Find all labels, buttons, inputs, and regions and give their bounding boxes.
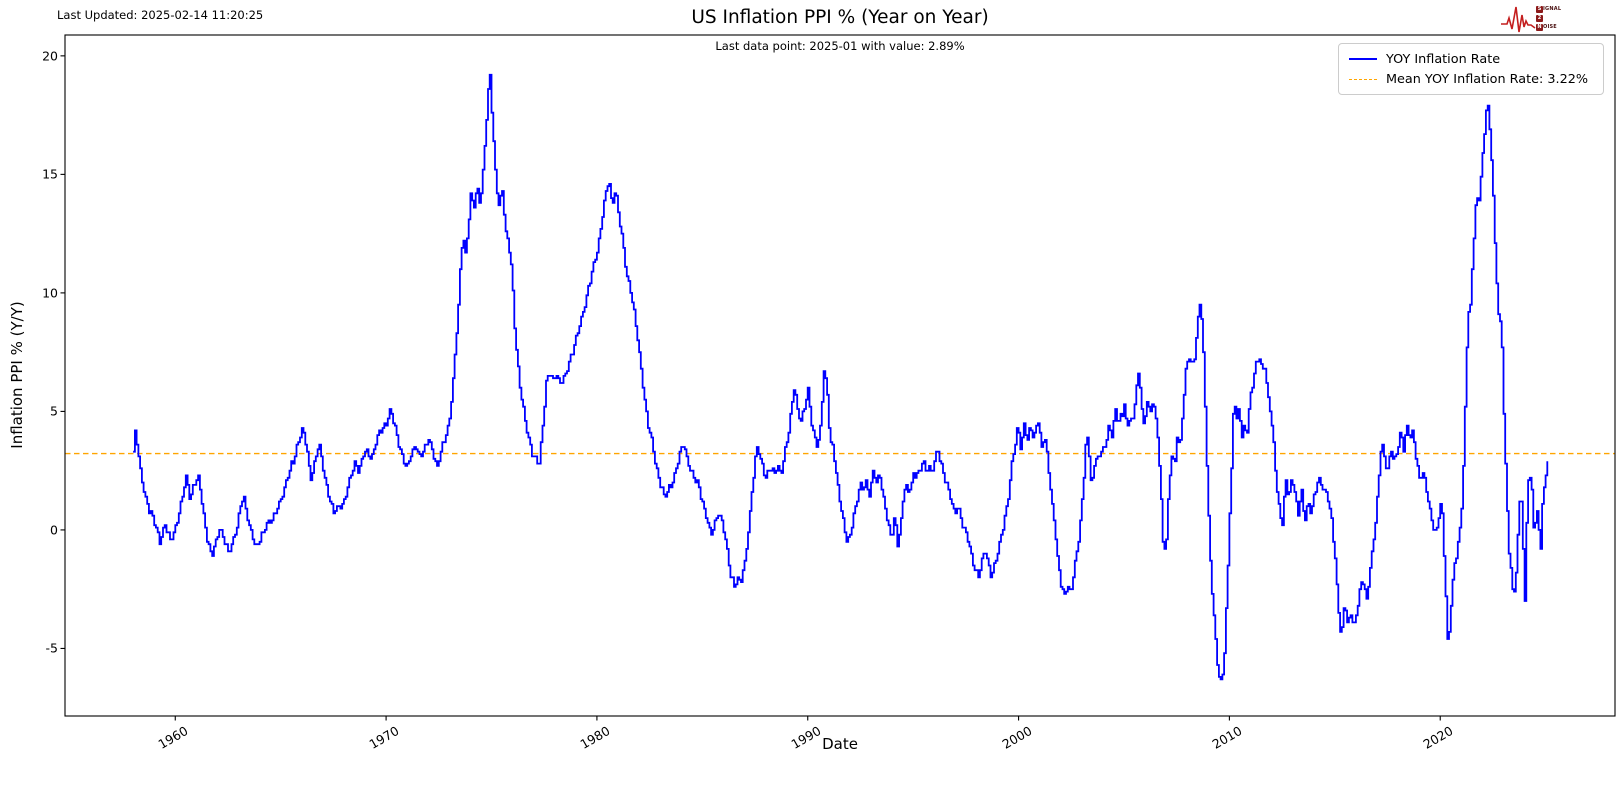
legend-line-sample-solid bbox=[1349, 58, 1377, 60]
plot-border bbox=[64, 34, 1616, 717]
y-tick-label: 0 bbox=[50, 522, 58, 538]
plot-background bbox=[65, 35, 1615, 716]
logo-word-signal: S IGNAL bbox=[1536, 5, 1562, 13]
legend-label: Mean YOY Inflation Rate: 3.22% bbox=[1386, 71, 1589, 87]
logo-word-2: 2 bbox=[1536, 14, 1561, 22]
legend-box: YOY Inflation Rate Mean YOY Inflation Ra… bbox=[1338, 43, 1604, 95]
chart-subtitle: Last data point: 2025-01 with value: 2.8… bbox=[715, 39, 965, 53]
page-title: US Inflation PPI % (Year on Year) bbox=[691, 7, 989, 28]
legend-label: YOY Inflation Rate bbox=[1386, 51, 1501, 67]
legend-item-mean: Mean YOY Inflation Rate: 3.22% bbox=[1349, 70, 1593, 88]
y-tick-label: 15 bbox=[42, 166, 58, 182]
legend-line-sample-dashed bbox=[1349, 78, 1377, 80]
y-tick-label: 10 bbox=[42, 285, 58, 301]
logo-letter-n: N bbox=[1536, 23, 1543, 31]
signal2noise-logo: S IGNAL 2 N OISE bbox=[1500, 2, 1564, 36]
yoy-inflation-line bbox=[133, 73, 1549, 681]
logo-word-noise: N OISE bbox=[1536, 23, 1557, 31]
y-axis-label: Inflation PPI % (Y/Y) bbox=[8, 301, 26, 449]
logo-letter-s: S bbox=[1536, 5, 1543, 13]
x-axis-label: Date bbox=[822, 735, 858, 753]
y-tick-label: 5 bbox=[50, 403, 58, 419]
last-updated-text: Last Updated: 2025-02-14 11:20:25 bbox=[57, 8, 264, 22]
heartbeat-waveform-icon bbox=[1501, 6, 1536, 33]
y-tick-label: -5 bbox=[45, 640, 58, 656]
y-tick-label: 20 bbox=[42, 48, 58, 64]
logo-letter-2: 2 bbox=[1536, 14, 1543, 22]
legend-item-yoy: YOY Inflation Rate bbox=[1349, 50, 1593, 68]
